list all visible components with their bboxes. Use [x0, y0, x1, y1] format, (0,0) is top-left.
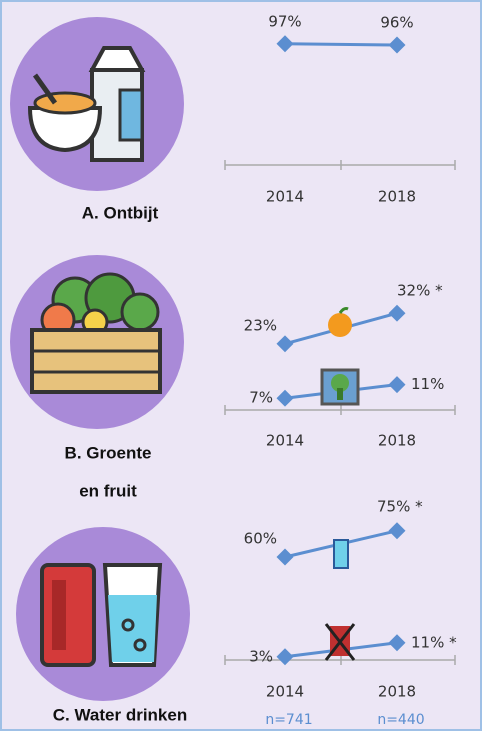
- value-label: 75% *: [377, 497, 423, 515]
- value-label: 3%: [249, 647, 273, 665]
- value-label: 11%: [411, 375, 444, 393]
- value-label: 23%: [244, 316, 277, 334]
- x-tick-label: 2014: [266, 188, 304, 206]
- line: [285, 44, 397, 45]
- panel-title: en fruit: [79, 481, 137, 500]
- drinks-icon: [16, 527, 190, 701]
- line-icon: [322, 370, 358, 404]
- panel-title: A. Ontbijt: [82, 203, 159, 222]
- value-label: 32% *: [397, 282, 443, 300]
- infographic: A. Ontbijt B. Groente en fruit C. Water …: [0, 0, 482, 731]
- x-tick-label: 2014: [266, 683, 304, 701]
- panel-title: B. Groente: [65, 443, 152, 462]
- sample-size: n=741: [265, 712, 312, 728]
- value-label: 96%: [380, 14, 413, 32]
- vegetables-icon: [10, 255, 184, 429]
- line-icon: [326, 624, 354, 660]
- panel-title: C. Water drinken: [53, 705, 187, 724]
- page: A. Ontbijt B. Groente en fruit C. Water …: [0, 0, 482, 731]
- line-icon: [334, 540, 348, 568]
- value-label: 7%: [249, 389, 273, 407]
- value-label: 60%: [244, 530, 277, 548]
- x-tick-label: 2018: [378, 683, 416, 701]
- breakfast-icon: [10, 17, 184, 191]
- value-label: 11% *: [411, 633, 457, 651]
- x-tick-label: 2018: [378, 432, 416, 450]
- x-tick-label: 2018: [378, 188, 416, 206]
- x-tick-label: 2014: [266, 432, 304, 450]
- sample-size: n=440: [377, 712, 424, 728]
- value-label: 97%: [268, 12, 301, 30]
